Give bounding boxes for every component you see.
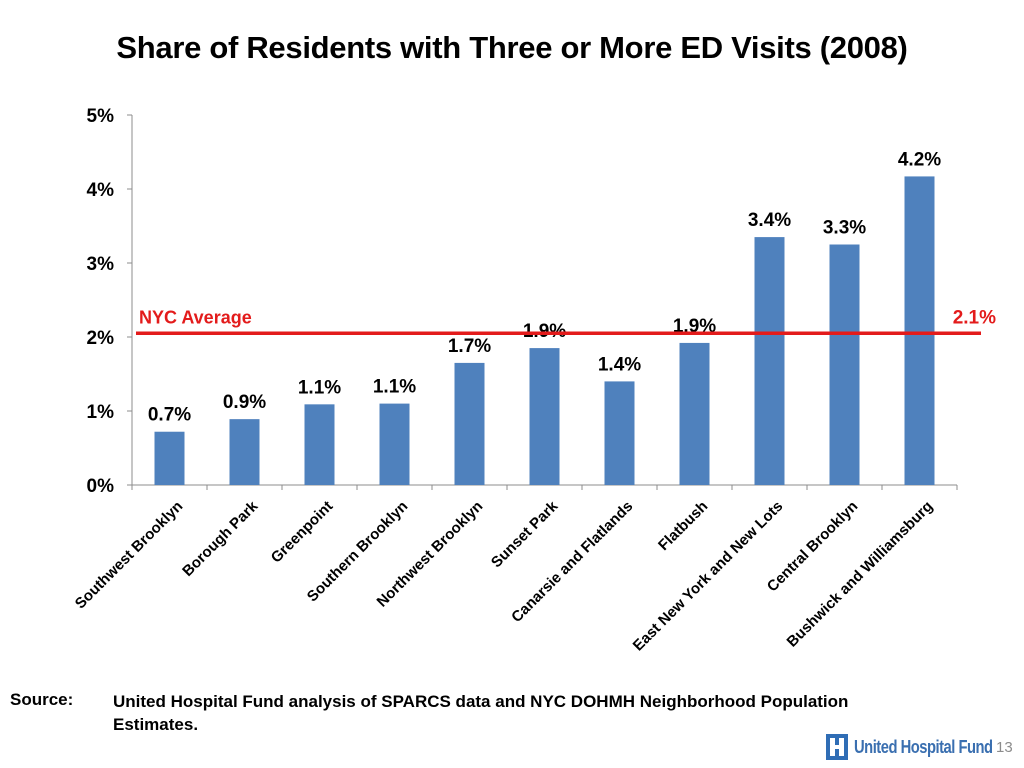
data-label: 1.1%	[298, 377, 341, 398]
uhf-logo-icon	[826, 734, 848, 760]
y-tick-label: 5%	[87, 106, 115, 127]
x-category-label: Bushwick and Williamsburg	[784, 498, 937, 651]
data-label: 1.7%	[448, 336, 491, 357]
data-label: 4.2%	[898, 149, 941, 170]
nyc-average-value-label: 2.1%	[953, 307, 996, 328]
y-tick-label: 1%	[87, 402, 115, 423]
bar	[604, 381, 635, 485]
bar	[904, 176, 935, 486]
bar	[529, 348, 560, 485]
source-text: United Hospital Fund analysis of SPARCS …	[113, 692, 849, 734]
chart-title: Share of Residents with Three or More ED…	[116, 30, 908, 65]
data-label: 1.1%	[373, 377, 416, 398]
data-label: 3.4%	[748, 210, 791, 231]
data-label: 0.9%	[223, 392, 266, 413]
data-label: 0.7%	[148, 405, 191, 426]
data-label: 3.3%	[823, 218, 866, 239]
x-category-label: Borough Park	[179, 497, 262, 580]
bar	[829, 244, 860, 485]
x-category-label: Canarsie and Flatlands	[508, 498, 636, 626]
united-hospital-fund-logo: United Hospital Fund	[826, 733, 1023, 761]
bar	[754, 237, 785, 485]
x-category-label: East New York and New Lots	[630, 498, 787, 655]
y-tick-label: 4%	[87, 180, 115, 201]
nyc-average-label: NYC Average	[139, 307, 252, 327]
x-category-label: Sunset Park	[488, 497, 562, 571]
logo-text: United Hospital Fund	[854, 736, 993, 757]
source-label: Source:	[10, 690, 74, 709]
bar	[304, 404, 335, 485]
x-category-label: Southwest Brooklyn	[72, 498, 187, 613]
bar-chart: 0% 1% 2% 3% 4% 5% 0.7% Southwest Brooklyn 0.9% Bo…	[72, 106, 996, 655]
y-tick-label: 3%	[87, 254, 115, 275]
data-label: 1.4%	[598, 354, 641, 375]
bar	[379, 403, 410, 485]
x-category-label: Greenpoint	[268, 498, 337, 567]
bar	[154, 431, 185, 485]
bar	[229, 419, 260, 485]
y-tick-label: 0%	[87, 476, 115, 497]
bar	[454, 362, 485, 485]
x-category-label: Flatbush	[655, 498, 711, 554]
y-tick-label: 2%	[87, 328, 115, 349]
page-number: 13	[996, 739, 1013, 756]
bar	[679, 342, 710, 485]
